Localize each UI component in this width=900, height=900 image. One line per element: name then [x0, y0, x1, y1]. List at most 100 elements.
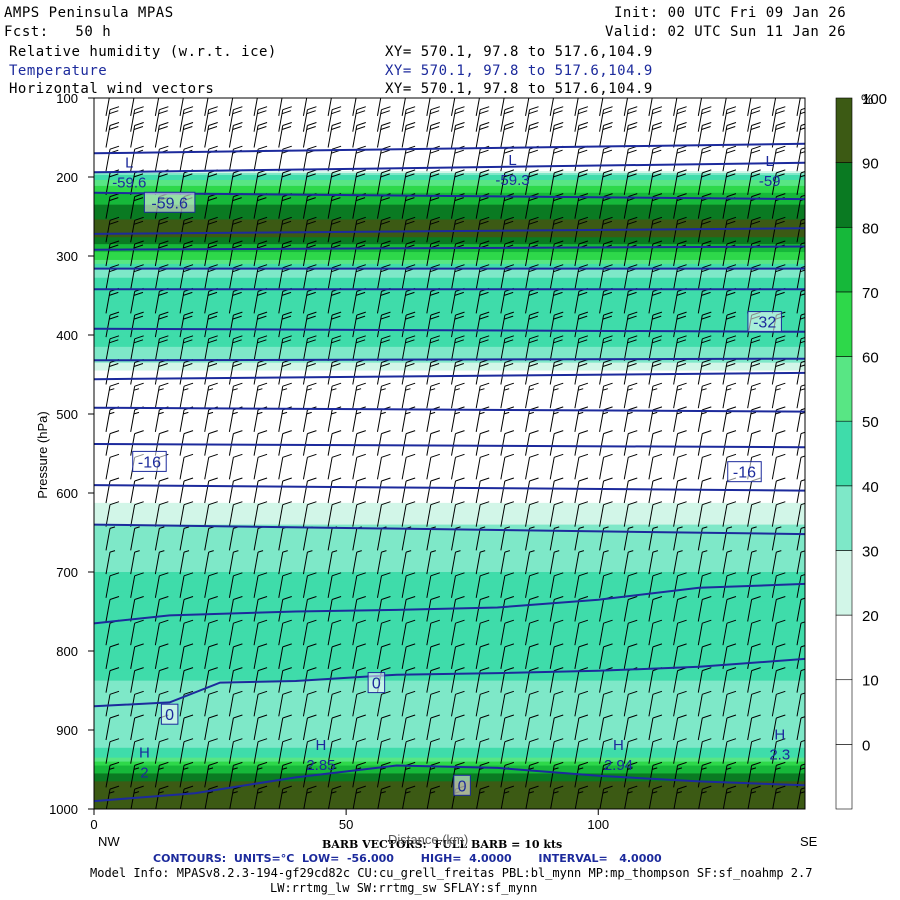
wind-barb-flag — [676, 363, 687, 367]
wind-barb-flag — [776, 690, 786, 695]
wind-barb-flag — [183, 501, 194, 506]
wind-barb-flag — [800, 668, 805, 672]
wind-barb-flag — [134, 240, 144, 245]
wind-barb-shaft — [278, 694, 284, 717]
wind-barb-flag — [208, 311, 218, 316]
wind-barb — [747, 430, 761, 456]
wind-barb-flag — [331, 572, 342, 577]
wind-barb-shaft — [426, 694, 432, 717]
wind-barb-half — [627, 388, 633, 391]
wind-barb-shaft — [302, 552, 308, 575]
rh-band — [94, 331, 805, 338]
wind-barb-flag — [331, 220, 341, 225]
wind-barb-flag — [628, 643, 638, 648]
wind-barb-flag — [430, 667, 440, 672]
wind-barb-shaft — [796, 552, 802, 575]
wind-barb-flag — [504, 596, 515, 600]
extremum-marker: L-59.6 — [112, 155, 146, 192]
wind-barb-flag — [578, 335, 589, 340]
wind-barb-shaft — [796, 528, 802, 551]
wind-barb-shaft — [771, 694, 777, 717]
wind-barb-flag — [529, 169, 539, 174]
wind-barb-flag — [479, 110, 489, 115]
wind-barb-flag — [578, 690, 589, 695]
wind-barb-shaft — [105, 575, 111, 598]
rh-band — [94, 735, 805, 743]
rh-band — [94, 350, 805, 356]
wind-barb-flag — [207, 244, 218, 249]
wind-barb — [673, 761, 687, 788]
wind-barb-flag — [603, 264, 613, 269]
rh-band — [94, 173, 805, 176]
wind-barb-flag — [381, 91, 390, 94]
wind-barb — [253, 501, 268, 527]
colorbar-swatch — [835, 291, 853, 357]
wind-barb-flag — [751, 145, 761, 150]
wind-barb — [228, 550, 239, 575]
wind-barb-shaft — [451, 694, 456, 717]
wind-barb — [796, 645, 805, 669]
wind-barb-flag — [257, 596, 268, 600]
wind-barb-flag — [652, 785, 663, 790]
rh-band — [94, 769, 805, 774]
wind-barb — [327, 785, 342, 809]
wind-barb-half — [109, 791, 115, 794]
wind-barb-flag — [677, 596, 687, 600]
wind-barb — [179, 643, 194, 669]
wind-barb-flag — [726, 363, 736, 367]
wind-barb — [130, 526, 140, 551]
wind-barb-shaft — [204, 646, 210, 669]
wind-barb-flag — [554, 619, 564, 624]
wind-barb-flag — [109, 197, 119, 202]
wind-barb — [500, 785, 515, 809]
wind-barb-half — [109, 526, 116, 529]
wind-barb-shaft — [623, 694, 629, 717]
wind-barb-flag — [159, 430, 169, 435]
wind-barb-flag — [405, 335, 416, 340]
wind-barb-flag — [554, 240, 564, 245]
wind-barb-flag — [331, 714, 342, 719]
wind-barb-shaft — [204, 457, 210, 480]
wind-barb-flag — [208, 145, 218, 150]
wind-barb — [451, 596, 465, 622]
wind-barb — [302, 477, 317, 504]
wind-barb-shaft — [623, 670, 629, 693]
wind-barb-flag — [750, 339, 761, 344]
wind-barb — [204, 382, 218, 409]
wind-barb-flag — [356, 122, 366, 126]
wind-barb — [204, 106, 218, 132]
wind-barb-flag — [677, 690, 687, 695]
wind-barb-shaft — [697, 646, 703, 669]
extremum-type: L — [508, 152, 516, 169]
wind-barb-half — [183, 388, 189, 391]
wind-barb-flag — [133, 339, 144, 344]
wind-barb — [722, 501, 737, 527]
wind-barb-flag — [701, 220, 711, 225]
wind-barb-flag — [331, 501, 342, 506]
wind-barb-shaft — [722, 717, 728, 741]
wind-barb — [475, 690, 490, 717]
wind-barb — [574, 335, 589, 361]
wind-barb-flag — [726, 220, 736, 225]
wind-barb — [352, 785, 366, 809]
wind-barb-flag — [331, 98, 333, 99]
wind-barb — [376, 643, 391, 669]
wind-barb — [302, 572, 317, 598]
wind-barb-flag — [628, 453, 638, 458]
wind-barb-flag — [109, 690, 120, 695]
wind-barb — [599, 216, 613, 243]
wind-barb-half — [750, 767, 757, 770]
wind-barb-flag — [480, 643, 490, 648]
wind-barb — [154, 106, 169, 132]
wind-barb — [623, 169, 638, 195]
wind-barb — [179, 382, 194, 409]
wind-barb-half — [355, 411, 362, 415]
wind-barb-shaft — [475, 480, 481, 504]
wind-barb-flag — [578, 453, 589, 458]
wind-barb-shaft — [771, 717, 777, 741]
wind-barb-flag — [134, 572, 144, 577]
wind-barb-flag — [455, 667, 465, 672]
wind-barb-flag — [578, 315, 588, 320]
wind-barb-shaft — [278, 599, 284, 622]
wind-barb-half — [554, 526, 560, 529]
